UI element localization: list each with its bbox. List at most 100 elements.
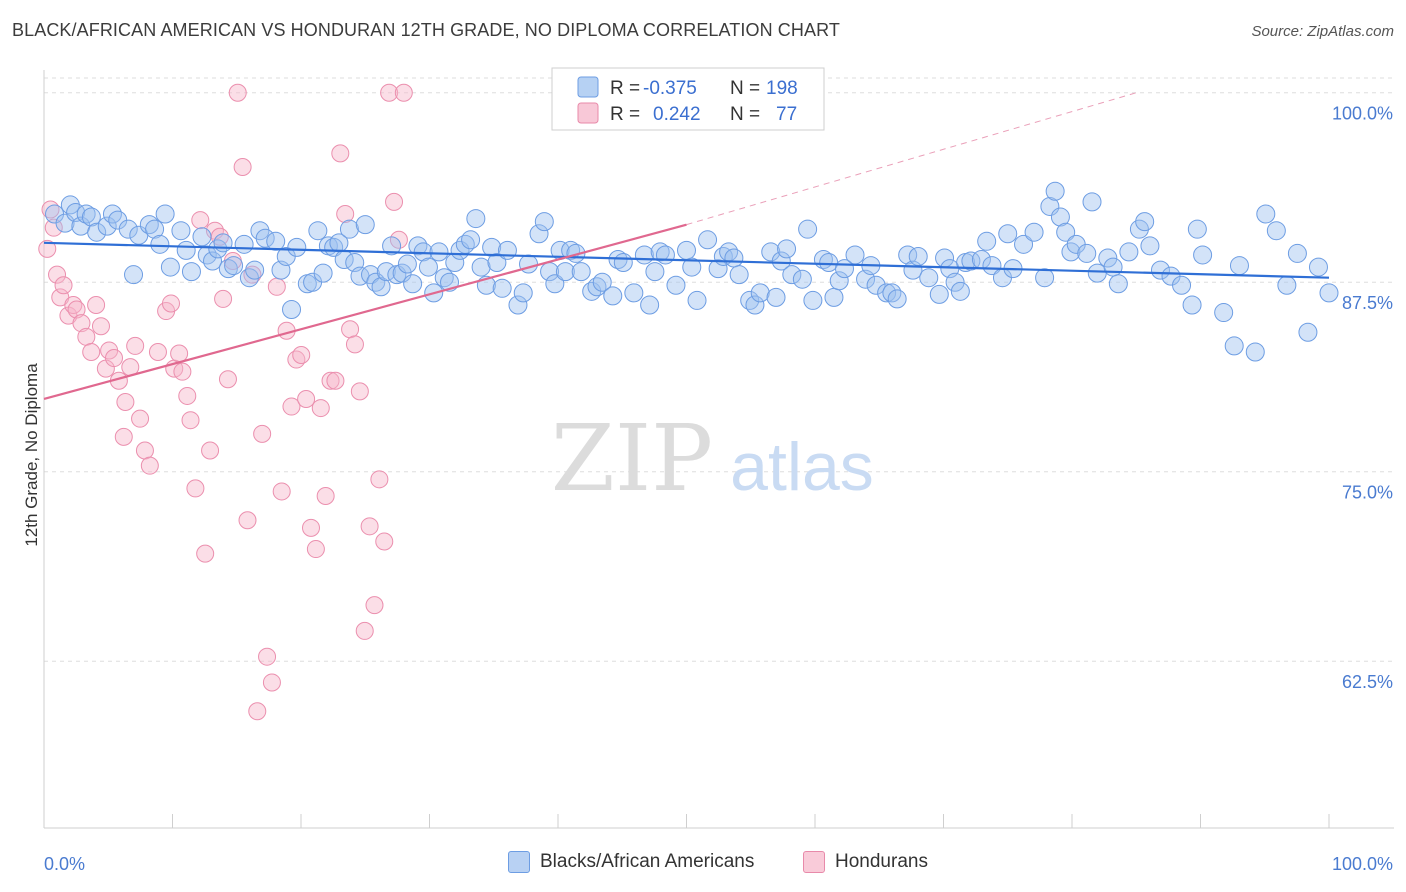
honduran-point — [82, 342, 101, 361]
black-african-american-point — [429, 242, 449, 262]
black-african-american-point — [866, 275, 886, 295]
black-african-american-point — [1119, 242, 1139, 262]
black-african-american-point — [1045, 181, 1065, 201]
black-african-american-point — [624, 283, 644, 303]
black-african-american-point — [376, 262, 396, 282]
black-african-american-point — [145, 219, 165, 239]
black-african-american-point — [1024, 222, 1044, 242]
black-african-american-point — [471, 257, 491, 277]
black-african-american-point — [461, 230, 481, 250]
honduran-point — [72, 314, 91, 333]
black-african-american-point — [234, 234, 254, 254]
honduran-point — [214, 289, 233, 308]
watermark-atlas: atlas — [730, 429, 874, 505]
honduran-point — [186, 479, 205, 498]
black-african-american-point — [1308, 257, 1328, 277]
black-african-american-point — [1224, 336, 1244, 356]
black-african-american-point — [877, 283, 897, 303]
blue-trend-line — [43, 241, 1330, 279]
honduran-point — [316, 486, 335, 505]
honduran-point — [248, 702, 267, 721]
legend-swatch-blue — [577, 76, 599, 98]
legend-swatch-pink — [577, 102, 599, 124]
y-tick-label: 100.0% — [1332, 104, 1393, 124]
black-african-american-point — [245, 260, 265, 280]
black-african-american-point — [687, 290, 707, 310]
honduran-point — [105, 349, 124, 368]
bottom-legend-pink: Hondurans — [803, 851, 928, 873]
black-african-american-point — [487, 253, 507, 273]
y-tick-label: 87.5% — [1342, 293, 1393, 313]
honduran-point — [375, 532, 394, 551]
pink-trend-extension — [686, 92, 1137, 226]
black-african-american-point — [803, 290, 823, 310]
black-african-american-point — [1077, 243, 1097, 263]
legend-r-value-2: 0.242 — [653, 104, 701, 125]
honduran-point — [302, 518, 321, 537]
black-african-american-point — [845, 245, 865, 265]
legend-r-value-1: -0.375 — [643, 78, 697, 99]
honduran-point — [370, 470, 389, 489]
black-african-american-point — [1050, 207, 1070, 227]
black-african-american-point — [819, 253, 839, 273]
honduran-point — [350, 382, 369, 401]
black-african-american-point — [555, 262, 575, 282]
legend-n-label-1: N = — [730, 78, 760, 99]
honduran-point — [297, 389, 316, 408]
honduran-point — [54, 276, 73, 295]
black-african-american-point — [887, 289, 907, 309]
honduran-point — [282, 397, 301, 416]
honduran-point — [126, 336, 145, 355]
black-african-american-point — [998, 224, 1018, 244]
black-african-american-point — [534, 212, 554, 232]
y-tick-label: 62.5% — [1342, 672, 1393, 692]
honduran-point — [365, 596, 384, 615]
bottom-legend-pink-swatch — [803, 851, 825, 873]
honduran-point — [116, 393, 135, 412]
black-african-american-point — [213, 233, 233, 253]
black-african-american-point — [771, 251, 791, 271]
honduran-point — [173, 362, 192, 381]
black-african-american-point — [982, 256, 1002, 276]
black-african-american-point — [1035, 268, 1055, 288]
black-african-american-point — [124, 265, 144, 285]
black-african-american-point — [1245, 342, 1265, 362]
black-african-american-point — [1082, 192, 1102, 212]
black-african-american-point — [592, 272, 612, 292]
black-african-american-point — [355, 215, 375, 235]
black-african-american-point — [745, 295, 765, 315]
honduran-point — [360, 517, 379, 536]
chart-title: BLACK/AFRICAN AMERICAN VS HONDURAN 12TH … — [12, 20, 840, 40]
black-african-american-point — [1140, 236, 1160, 256]
black-african-american-point — [1098, 248, 1118, 268]
black-african-american-point — [1135, 212, 1155, 232]
black-african-american-point — [1319, 283, 1339, 303]
black-african-american-point — [282, 300, 302, 320]
black-african-american-point — [160, 257, 180, 277]
black-african-american-point — [650, 242, 670, 262]
honduran-point — [341, 320, 360, 339]
honduran-point — [201, 441, 220, 460]
honduran-point — [131, 409, 150, 428]
black-african-american-point — [382, 236, 402, 256]
black-african-american-point — [1108, 274, 1128, 294]
honduran-point — [311, 399, 330, 418]
black-african-american-point — [176, 240, 196, 260]
honduran-point — [262, 673, 281, 692]
honduran-point — [345, 335, 364, 354]
watermark-zip: ZIP — [551, 405, 713, 512]
bottom-legend-blue-label: Blacks/African Americans — [540, 851, 755, 872]
black-african-american-point — [1214, 303, 1234, 323]
honduran-point — [38, 239, 57, 258]
black-african-american-point — [266, 231, 286, 251]
honduran-point — [148, 342, 167, 361]
black-african-american-point — [1172, 275, 1192, 295]
black-african-american-point — [197, 245, 217, 265]
legend-n-label-2: N = — [730, 104, 760, 125]
bottom-legend-pink-label: Hondurans — [835, 851, 928, 872]
honduran-point — [181, 411, 200, 430]
black-african-american-point — [371, 277, 391, 297]
honduran-point — [385, 192, 404, 211]
honduran-point — [67, 300, 86, 319]
